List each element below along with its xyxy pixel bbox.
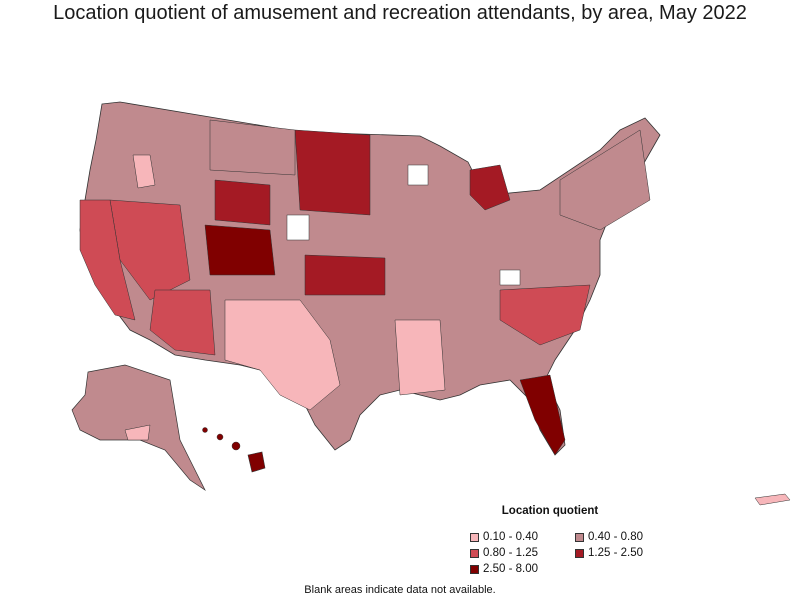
region-colorado-high[interactable] <box>204 224 276 276</box>
blank-area-kentucky <box>499 269 521 286</box>
hawaii-big-island[interactable] <box>247 451 266 473</box>
alaska-pink-area[interactable] <box>124 424 151 441</box>
legend-item-0: 0.10 - 0.40 <box>470 531 575 543</box>
legend-swatch-4 <box>470 564 479 574</box>
region-california-coast[interactable] <box>79 199 136 321</box>
region-arizona[interactable] <box>149 289 216 356</box>
legend-item-2: 0.80 - 1.25 <box>470 547 575 559</box>
legend-label-3: 1.25 - 2.50 <box>588 547 643 559</box>
legend-item-1: 0.40 - 0.80 <box>575 531 675 543</box>
region-mississippi-pink[interactable] <box>394 319 446 396</box>
legend-swatch-3 <box>575 548 584 558</box>
blank-area-wyoming <box>286 214 310 241</box>
legend-label-0: 0.10 - 0.40 <box>483 531 538 543</box>
region-kansas[interactable] <box>304 254 386 296</box>
region-wyoming[interactable] <box>214 179 271 226</box>
puerto-rico[interactable] <box>754 493 791 506</box>
region-dakotas[interactable] <box>294 129 371 216</box>
legend-label-2: 0.80 - 1.25 <box>483 547 538 559</box>
hawaii-oahu[interactable] <box>216 433 224 441</box>
map-title: Location quotient of amusement and recre… <box>53 2 747 24</box>
legend-swatch-0 <box>470 532 479 542</box>
region-idaho-pink[interactable] <box>132 154 156 189</box>
region-northeast[interactable] <box>559 129 651 231</box>
region-new-mexico-texas[interactable] <box>224 299 341 411</box>
region-florida[interactable] <box>519 374 566 456</box>
hawaii-kauai[interactable] <box>202 427 208 433</box>
legend-label-4: 2.50 - 8.00 <box>483 563 538 575</box>
region-montana[interactable] <box>209 119 296 176</box>
legend-item-3: 1.25 - 2.50 <box>575 547 675 559</box>
blank-area-wisconsin <box>407 164 429 186</box>
legend-swatch-2 <box>470 548 479 558</box>
no-data-note: Blank areas indicate data not available. <box>304 584 496 596</box>
region-southeast[interactable] <box>499 284 591 346</box>
hawaii-maui[interactable] <box>231 441 241 451</box>
legend-title: Location quotient <box>501 505 599 517</box>
legend-grid: 0.10 - 0.40 0.40 - 0.80 0.80 - 1.25 1.25… <box>470 531 670 575</box>
legend-swatch-1 <box>575 532 584 542</box>
legend-item-4: 2.50 - 8.00 <box>470 563 575 575</box>
legend: Location quotient 0.10 - 0.40 0.40 - 0.8… <box>470 505 670 575</box>
legend-label-1: 0.40 - 0.80 <box>588 531 643 543</box>
region-michigan[interactable] <box>469 164 511 211</box>
